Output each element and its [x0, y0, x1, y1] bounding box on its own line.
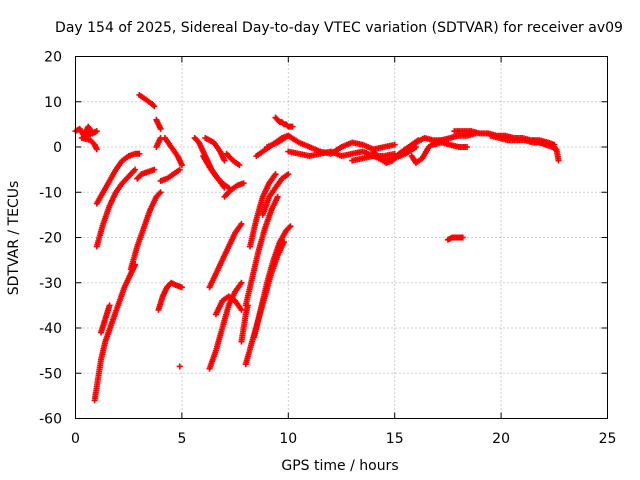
- axis-ticks: [75, 56, 608, 419]
- series-arc-5: [127, 189, 164, 273]
- x-tick-label: 10: [279, 431, 297, 447]
- series-arc-2: [93, 166, 139, 250]
- y-tick-labels: -60 -50 -40 -30 -20 -10 0 10 20: [39, 50, 62, 428]
- series-arc-9: [153, 134, 164, 150]
- series-arc-1: [91, 261, 139, 404]
- data-point: [176, 363, 183, 370]
- x-tick-label: 25: [599, 431, 617, 447]
- series-arc-29: [272, 114, 296, 130]
- y-tick-label: -40: [39, 321, 62, 337]
- y-tick-label: -30: [39, 276, 62, 292]
- series-arc-26: [251, 223, 294, 341]
- series-arc-23: [242, 239, 288, 368]
- series-arc-27: [259, 171, 292, 218]
- series-arc-22: [238, 302, 251, 345]
- y-axis-label: SDTVAR / TECUs: [6, 181, 22, 296]
- series-arc-4: [98, 302, 113, 336]
- y-tick-label: -60: [39, 412, 62, 428]
- data-point: [286, 224, 293, 231]
- grid-lines: [75, 56, 608, 419]
- series-arc-31: [285, 148, 398, 160]
- series-arc-11: [157, 166, 183, 184]
- data-point: [236, 162, 243, 169]
- data-point: [464, 144, 471, 150]
- data-point: [287, 223, 294, 230]
- data-point: [157, 125, 164, 132]
- data-point: [106, 302, 113, 309]
- series-arc-20: [221, 180, 247, 200]
- data-point: [136, 150, 143, 157]
- data-point: [238, 220, 245, 227]
- x-tick-label: 15: [386, 431, 404, 447]
- series-arc-7: [136, 91, 158, 110]
- series-arc-17: [206, 279, 245, 372]
- x-tick-labels: 0 5 10 15 20 25: [71, 431, 616, 447]
- x-tick-label: 20: [492, 431, 510, 447]
- data-point: [150, 102, 157, 109]
- y-tick-label: 10: [44, 95, 62, 111]
- series-arc-15: [200, 153, 232, 191]
- series-arc-3: [93, 150, 143, 207]
- series-arc-21: [223, 150, 243, 169]
- data-point: [285, 171, 292, 178]
- series-arc-24: [242, 193, 281, 309]
- data-point: [391, 141, 398, 148]
- x-tick-label: 0: [71, 431, 80, 447]
- series-arc-16: [202, 134, 228, 164]
- series-arc-8: [153, 116, 164, 132]
- data-point: [156, 190, 163, 197]
- series-arc-25: [246, 171, 279, 250]
- y-tick-label: 20: [44, 50, 62, 66]
- data-points: [72, 91, 562, 404]
- data-point: [272, 171, 279, 178]
- series-arc-40: [530, 137, 562, 164]
- data-point: [238, 279, 245, 286]
- data-point: [459, 234, 466, 241]
- data-point: [178, 284, 185, 291]
- data-point: [555, 157, 562, 164]
- series-arc-19: [212, 293, 245, 318]
- chart-title: Day 154 of 2025, Sidereal Day-to-day VTE…: [55, 20, 623, 36]
- y-tick-label: -50: [39, 366, 62, 382]
- series-arc-12: [161, 134, 185, 169]
- series-arc-10: [155, 279, 185, 313]
- data-point: [176, 166, 183, 173]
- x-axis-label: GPS time / hours: [281, 458, 398, 474]
- series-point-13: [176, 363, 183, 370]
- data-point: [93, 146, 100, 153]
- series-arc-37: [444, 234, 466, 243]
- series-arc-35: [412, 130, 479, 146]
- y-tick-label: 0: [53, 140, 62, 156]
- data-point: [221, 157, 228, 164]
- data-point: [178, 162, 185, 169]
- y-tick-label: -10: [39, 185, 62, 201]
- data-point: [151, 103, 158, 110]
- data-point: [238, 306, 245, 313]
- y-tick-label: -20: [39, 231, 62, 247]
- data-point: [132, 166, 139, 173]
- x-tick-label: 5: [177, 431, 186, 447]
- series-arc-36: [430, 139, 471, 150]
- data-point: [289, 123, 296, 130]
- series-arc-early-cluster: [72, 123, 100, 153]
- data-point: [240, 180, 247, 187]
- series-arc-6: [134, 166, 158, 182]
- data-point: [274, 193, 281, 200]
- data-point: [157, 189, 164, 196]
- data-point: [151, 166, 158, 173]
- series-arc-18: [206, 220, 245, 291]
